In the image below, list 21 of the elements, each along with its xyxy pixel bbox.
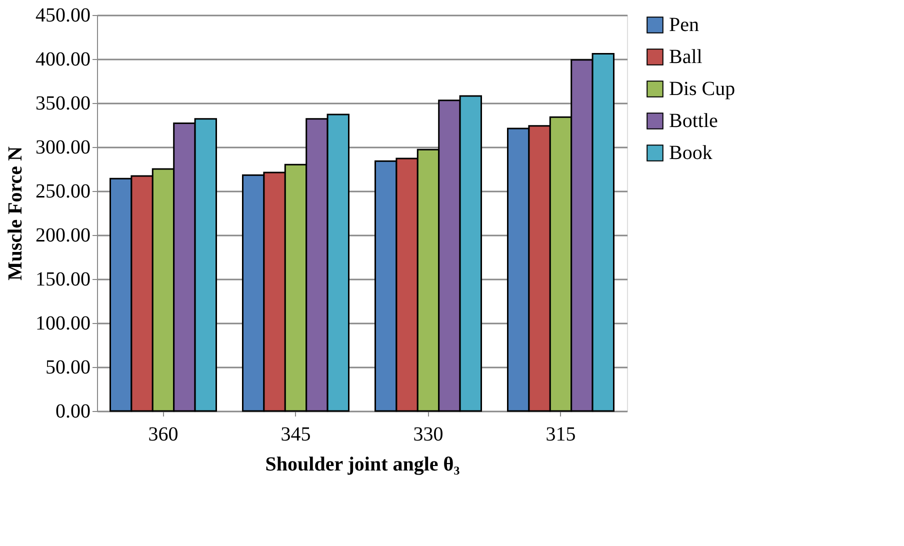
y-tick-label: 350.00 bbox=[36, 92, 90, 114]
y-tick-label: 200.00 bbox=[36, 224, 90, 246]
legend-label: Bottle bbox=[669, 110, 718, 132]
y-tick-label: 300.00 bbox=[36, 136, 90, 158]
x-tick-label: 360 bbox=[148, 424, 178, 446]
y-axis-title: Muscle Force N bbox=[4, 146, 26, 281]
x-tick-label: 315 bbox=[546, 424, 576, 446]
x-tick-label: 345 bbox=[280, 424, 311, 446]
y-tick-label: 450.00 bbox=[36, 4, 90, 26]
legend-label: Book bbox=[669, 142, 712, 164]
y-tick-label: 400.00 bbox=[36, 48, 90, 70]
legend-label: Pen bbox=[669, 14, 699, 36]
legend-label: Dis Cup bbox=[669, 78, 736, 100]
y-tick-label: 0.00 bbox=[56, 400, 90, 422]
x-axis-title: Shoulder joint angle θ₃ bbox=[265, 454, 460, 476]
y-tick-label: 150.00 bbox=[36, 268, 90, 290]
legend-label: Ball bbox=[669, 46, 703, 68]
y-tick-label: 50.00 bbox=[46, 356, 90, 378]
y-tick-label: 100.00 bbox=[36, 312, 90, 334]
y-tick-label: 250.00 bbox=[36, 180, 90, 202]
x-tick-label: 330 bbox=[413, 424, 444, 446]
